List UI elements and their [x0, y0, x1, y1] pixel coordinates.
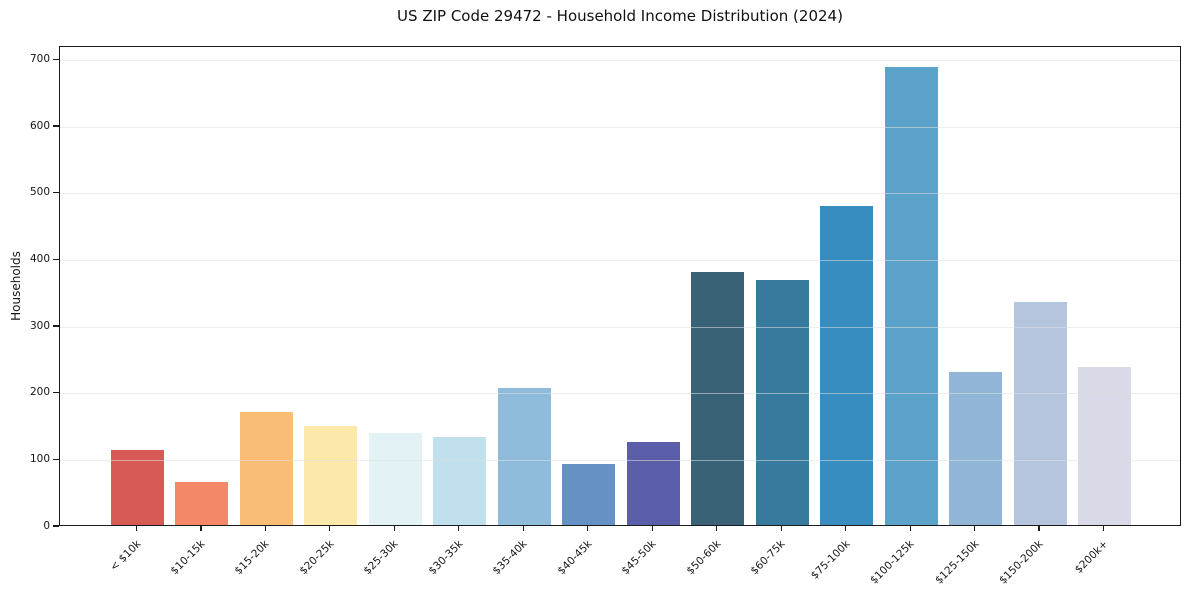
y-tick-label: 200	[29, 386, 50, 399]
x-tick-label: $25-30k	[361, 538, 401, 578]
y-tick-label: 700	[29, 52, 50, 65]
x-tick-mark	[974, 526, 976, 531]
plot-area	[59, 46, 1181, 526]
x-tick-label: $35-40k	[490, 538, 530, 578]
y-tick-label: 500	[29, 186, 50, 199]
x-tick-label: $30-35k	[426, 538, 466, 578]
x-tick-mark	[458, 526, 460, 531]
x-tick-label: $10-15k	[168, 538, 208, 578]
bar	[884, 67, 938, 525]
x-tick-mark	[393, 526, 395, 531]
x-tick-mark	[200, 526, 202, 531]
x-tick-mark	[651, 526, 653, 531]
bar	[626, 441, 680, 525]
x-tick-mark	[329, 526, 331, 531]
x-tick-label: $60-75k	[748, 538, 788, 578]
bar	[239, 411, 293, 525]
y-tick-label: 0	[43, 519, 50, 532]
x-tick-label: $15-20k	[232, 538, 272, 578]
x-tick-label: $50-60k	[684, 538, 724, 578]
bar	[1013, 302, 1067, 525]
y-tick-mark	[53, 325, 59, 327]
bars-layer	[60, 47, 1180, 525]
x-tick-label: < $10k	[107, 538, 143, 574]
bar	[562, 463, 616, 525]
gridline	[60, 59, 1180, 61]
x-tick-mark	[1102, 526, 1105, 531]
x-tick-mark	[135, 526, 138, 531]
y-tick-mark	[53, 392, 59, 394]
bar	[304, 426, 358, 525]
bar	[820, 206, 874, 525]
bar	[111, 449, 164, 525]
y-tick-mark	[53, 525, 59, 527]
x-tick-mark	[522, 526, 524, 531]
x-tick-label: $125-150k	[932, 538, 982, 587]
y-tick-mark	[53, 458, 59, 460]
y-tick-mark	[53, 58, 59, 60]
x-tick-mark	[909, 526, 911, 531]
y-tick-label: 400	[29, 252, 50, 265]
bar	[175, 481, 229, 525]
chart-title: US ZIP Code 29472 - Household Income Dis…	[397, 7, 843, 25]
bar	[691, 271, 745, 525]
x-tick-label: $45-50k	[619, 538, 659, 578]
x-tick-mark	[780, 526, 782, 531]
bar	[755, 279, 809, 525]
bar	[949, 371, 1003, 525]
x-tick-label: $200k+	[1072, 538, 1110, 576]
grid-layer	[60, 47, 1180, 525]
y-tick-mark	[53, 125, 59, 127]
bar	[368, 433, 422, 525]
gridline	[60, 126, 1180, 128]
x-tick-mark	[264, 526, 266, 531]
y-tick-label: 600	[29, 119, 50, 132]
gridline	[60, 393, 1180, 395]
gridline	[60, 259, 1180, 261]
x-tick-mark	[845, 526, 847, 531]
x-tick-label: $20-25k	[297, 538, 337, 578]
gridline	[60, 459, 1180, 461]
bar	[497, 388, 551, 525]
y-tick-mark	[53, 258, 59, 260]
y-tick-label: 300	[29, 319, 50, 332]
gridline	[60, 193, 1180, 195]
gridline	[60, 326, 1180, 328]
x-tick-mark	[1038, 526, 1040, 531]
x-tick-mark	[587, 526, 589, 531]
y-tick-mark	[53, 192, 59, 194]
x-tick-label: $75-100k	[808, 538, 853, 582]
x-tick-label: $150-200k	[996, 538, 1046, 587]
y-tick-label: 100	[29, 452, 50, 465]
bar	[433, 437, 487, 525]
x-tick-label: $100-125k	[868, 538, 917, 587]
x-tick-label: $40-45k	[555, 538, 595, 578]
x-tick-mark	[716, 526, 718, 531]
